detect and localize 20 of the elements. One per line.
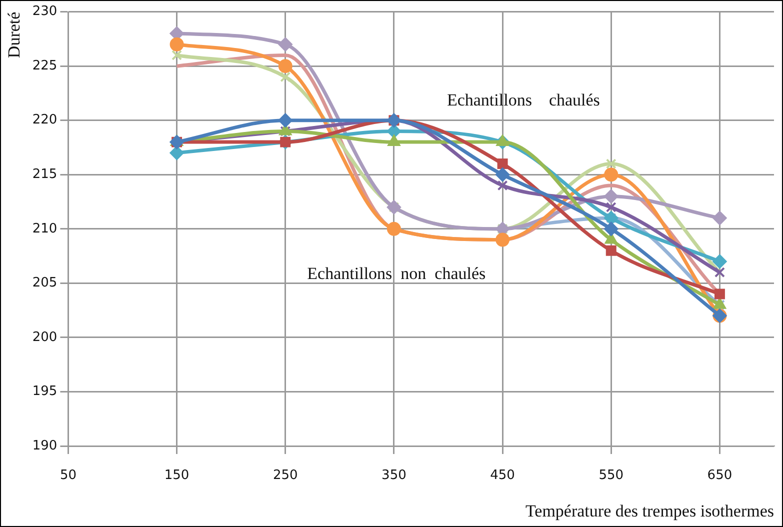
y-tick-label: 205	[32, 276, 58, 291]
y-tick-label: 210	[32, 221, 58, 236]
x-axis-title: Température des trempes isothermes	[525, 501, 774, 520]
y-tick-label: 225	[32, 58, 58, 74]
x-tick-label: 650	[707, 468, 732, 484]
x-tick-label: 150	[164, 468, 190, 484]
annotation: Echantillons chaulés	[446, 90, 600, 110]
x-tick-label: 450	[490, 468, 515, 484]
x-tick-label: 350	[382, 468, 406, 484]
x-tick-label: 50	[60, 468, 76, 484]
y-tick-label: 190	[32, 438, 58, 454]
annotation: Echantillons non chaulés	[307, 264, 486, 283]
y-tick-label: 230	[32, 4, 58, 20]
y-tick-label: 200	[32, 330, 58, 345]
y-tick-label: 220	[32, 112, 58, 128]
y-tick-label: 195	[32, 384, 58, 400]
y-axis-title: Dureté	[4, 12, 24, 58]
x-tick-label: 550	[598, 468, 624, 484]
y-tick-label: 215	[32, 167, 58, 182]
x-tick-label: 250	[272, 468, 298, 484]
